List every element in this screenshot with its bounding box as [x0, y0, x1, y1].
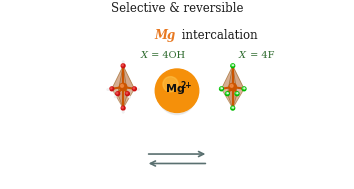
Circle shape: [126, 92, 129, 96]
Circle shape: [129, 96, 131, 98]
Text: X: X: [239, 51, 246, 60]
Circle shape: [110, 88, 112, 89]
Polygon shape: [123, 87, 135, 108]
Circle shape: [121, 64, 125, 68]
Circle shape: [231, 64, 235, 68]
Circle shape: [230, 84, 233, 87]
Circle shape: [231, 106, 235, 110]
Circle shape: [226, 92, 228, 94]
Text: = 4F: = 4F: [246, 51, 274, 60]
Polygon shape: [118, 66, 123, 94]
Polygon shape: [227, 66, 233, 94]
Polygon shape: [123, 66, 135, 89]
Polygon shape: [112, 87, 123, 108]
Circle shape: [233, 65, 234, 66]
Circle shape: [116, 92, 118, 94]
Polygon shape: [123, 87, 127, 108]
Text: intercalation: intercalation: [178, 29, 258, 42]
Polygon shape: [222, 66, 233, 89]
Circle shape: [243, 88, 244, 89]
Text: Mg: Mg: [166, 84, 184, 94]
Circle shape: [122, 107, 123, 108]
Circle shape: [137, 88, 139, 91]
Circle shape: [122, 64, 123, 66]
Circle shape: [163, 77, 178, 92]
Circle shape: [122, 111, 124, 113]
Polygon shape: [118, 87, 123, 108]
Polygon shape: [222, 87, 233, 108]
Circle shape: [244, 88, 245, 89]
Text: 2+: 2+: [180, 81, 192, 91]
Circle shape: [155, 69, 199, 112]
Text: Mg: Mg: [154, 29, 175, 42]
Circle shape: [120, 83, 127, 91]
Polygon shape: [112, 66, 123, 89]
Circle shape: [159, 78, 195, 115]
Polygon shape: [233, 66, 237, 94]
Polygon shape: [123, 66, 127, 94]
Circle shape: [219, 87, 223, 91]
Text: = 4OH: = 4OH: [148, 51, 185, 60]
Circle shape: [236, 92, 237, 94]
Circle shape: [242, 87, 246, 91]
Circle shape: [121, 84, 124, 87]
Text: X: X: [141, 51, 148, 60]
Circle shape: [232, 107, 233, 108]
Circle shape: [220, 88, 222, 89]
Text: Selective & reversible: Selective & reversible: [111, 2, 243, 15]
Circle shape: [122, 61, 124, 63]
Circle shape: [121, 106, 125, 110]
Circle shape: [116, 92, 120, 96]
Circle shape: [114, 96, 116, 98]
Polygon shape: [233, 87, 244, 108]
Circle shape: [107, 88, 109, 91]
Polygon shape: [233, 66, 244, 89]
Polygon shape: [227, 87, 233, 108]
Circle shape: [235, 92, 239, 96]
Circle shape: [227, 93, 228, 94]
Circle shape: [229, 83, 236, 91]
Circle shape: [132, 87, 136, 91]
Circle shape: [233, 107, 234, 108]
Circle shape: [232, 64, 233, 66]
Polygon shape: [233, 87, 237, 108]
Circle shape: [126, 92, 128, 94]
Circle shape: [110, 87, 114, 91]
Circle shape: [225, 92, 229, 96]
Circle shape: [237, 93, 238, 94]
Circle shape: [133, 88, 135, 89]
